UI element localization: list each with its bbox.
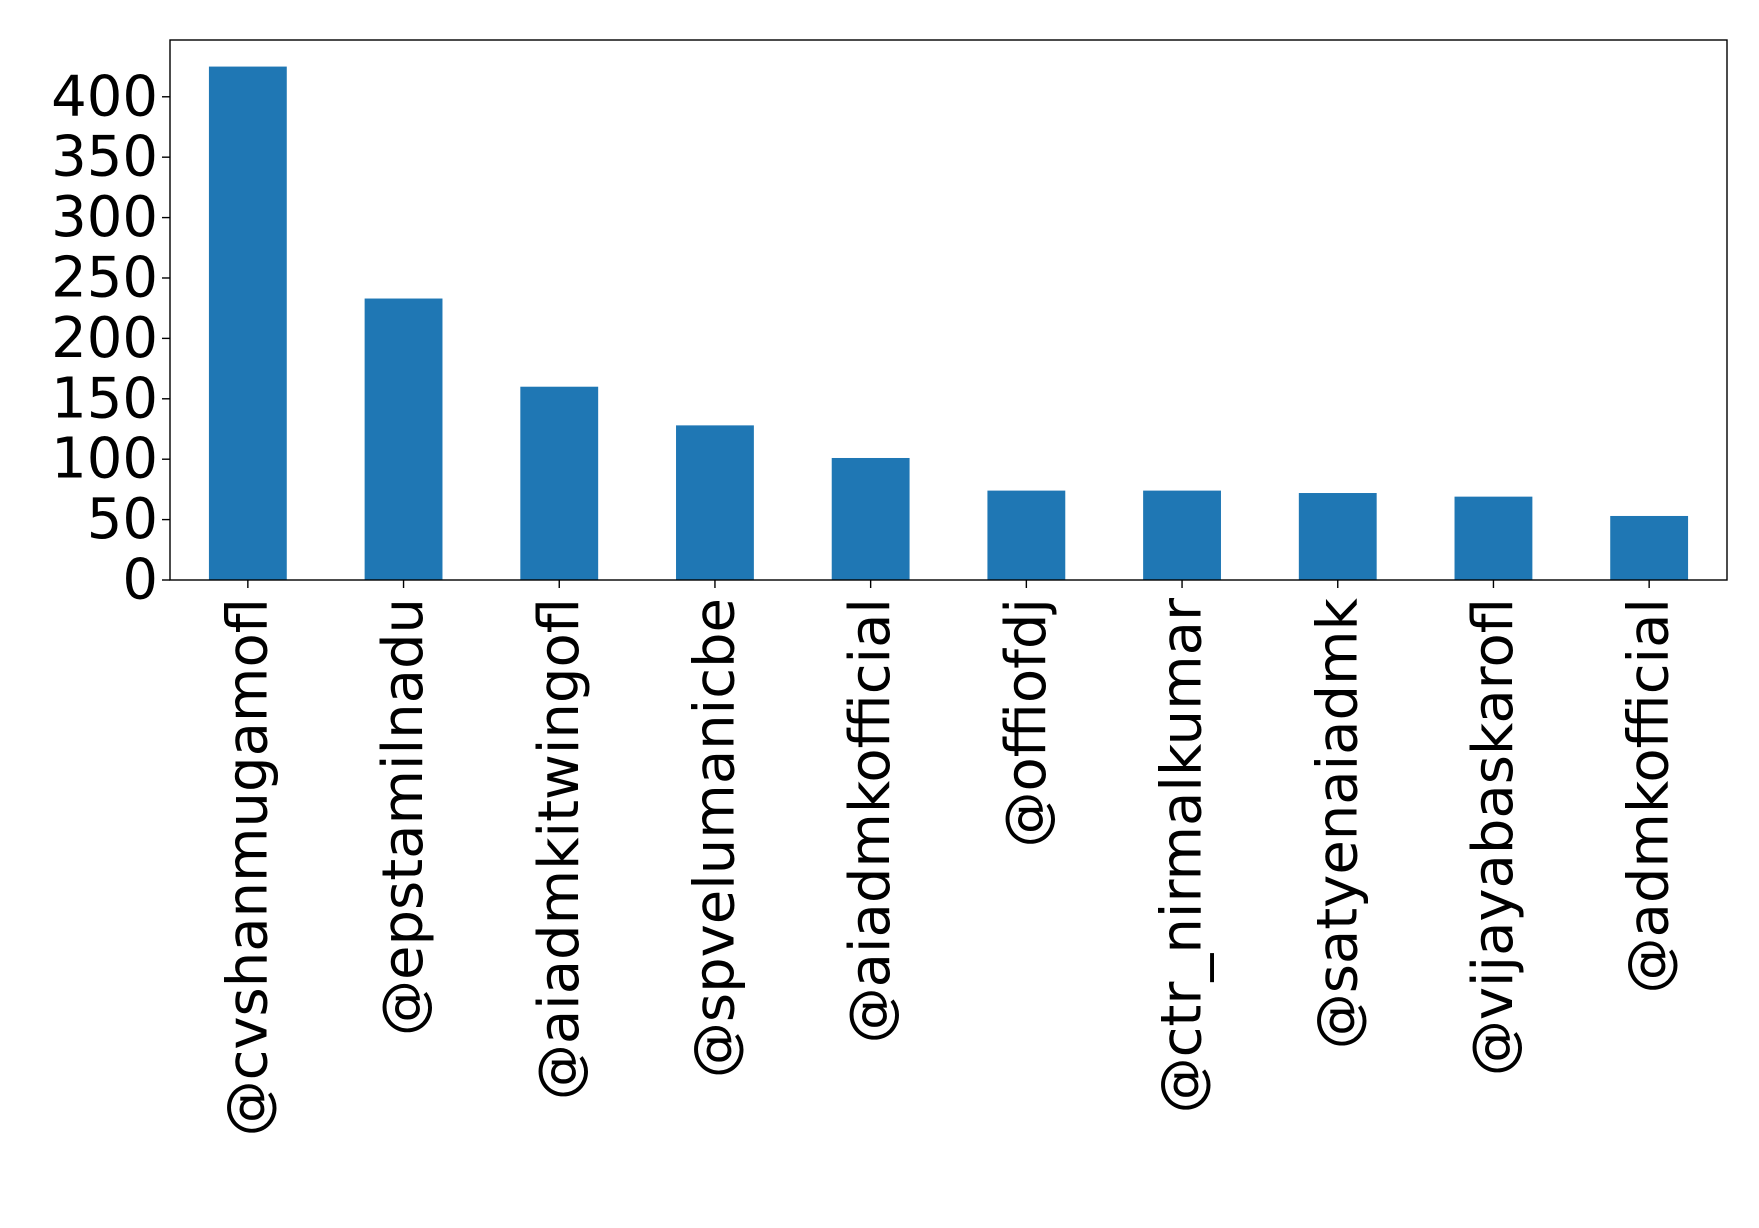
x-tick-label: @vijayabaskarofl [1461, 598, 1526, 1076]
bar [1298, 493, 1377, 580]
bars [208, 66, 1689, 581]
bar [1143, 490, 1221, 580]
bar [676, 425, 754, 580]
x-tick-label: @aiadmkofficial [838, 598, 903, 1043]
bar [1610, 515, 1689, 580]
x-tick-label: @satyenaiadmk [1305, 597, 1370, 1049]
bar [520, 386, 599, 580]
x-axis: @cvshanmugamofl @epstamilnadu @aiadmkitwin… [215, 580, 1682, 1136]
y-tick-label: 200 [51, 306, 158, 371]
y-tick-label: 50 [87, 487, 158, 552]
x-tick-label: @aiadmkitwingofl [527, 598, 592, 1100]
bar [987, 490, 1066, 580]
x-tick-label: @ctr_nirmalkumar [1150, 597, 1215, 1113]
x-tick-label: @cvshanmugamofl [215, 598, 280, 1136]
bar [364, 298, 443, 580]
x-tick-label: @admkofficial [1617, 598, 1682, 993]
y-tick-label: 300 [51, 185, 158, 250]
y-tick-label: 150 [51, 366, 158, 431]
y-tick-label: 0 [122, 548, 158, 613]
bar [831, 457, 910, 580]
y-tick-label: 100 [51, 427, 158, 492]
x-tick-label: @epstamilnadu [371, 598, 436, 1036]
plot-frame [169, 39, 1728, 581]
bar [208, 66, 287, 581]
y-tick-label: 350 [51, 125, 158, 190]
bar [1454, 496, 1533, 580]
x-tick-label: @offiofdj [994, 598, 1059, 847]
y-tick-label: 250 [51, 245, 158, 310]
y-tick-label: 400 [51, 64, 158, 129]
x-tick-label: @spvelumanicbe [682, 598, 747, 1078]
